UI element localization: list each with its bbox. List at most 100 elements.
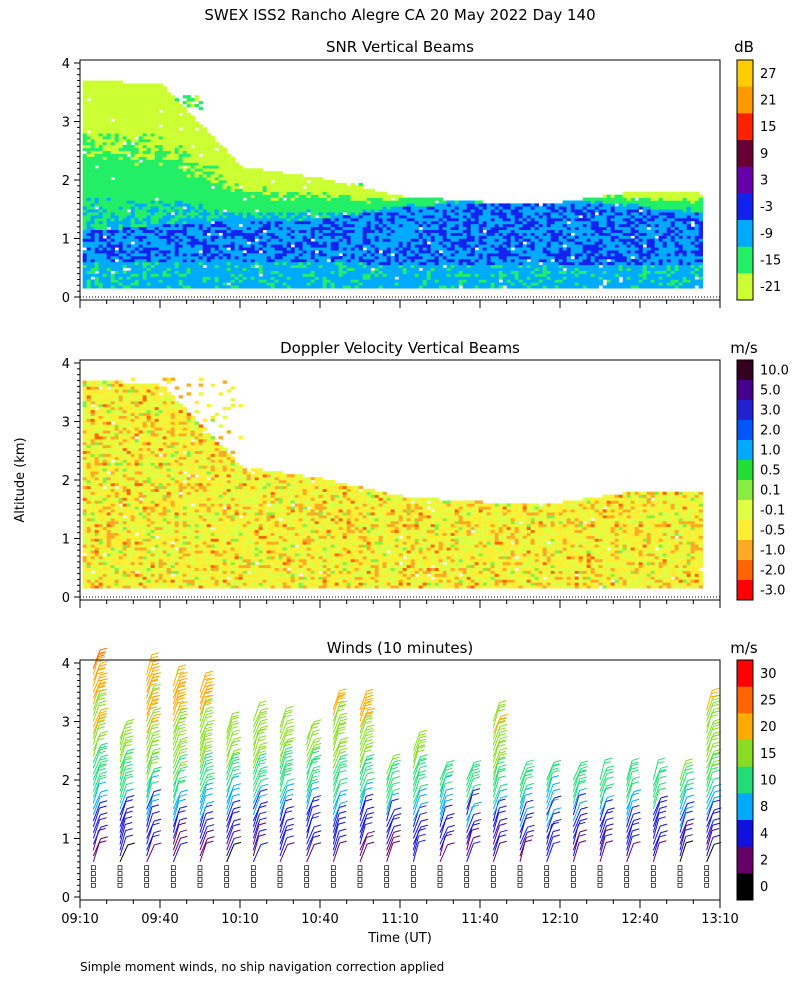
snr-cell (494, 247, 499, 251)
snr-cell (334, 212, 339, 216)
snr-cell (378, 261, 383, 266)
snr-cell (150, 273, 155, 277)
snr-cell (210, 276, 215, 280)
snr-cell (106, 174, 111, 178)
snr-cell (454, 282, 459, 286)
snr-cell (230, 156, 235, 160)
snr-cell (170, 232, 175, 236)
snr-cell (138, 133, 143, 137)
snr-cell (194, 244, 199, 248)
snr-cell (354, 220, 359, 225)
snr-cell (430, 256, 435, 260)
snr-cell (146, 115, 151, 119)
snr-cell (246, 226, 251, 231)
snr-cell (130, 101, 135, 105)
snr-cell (378, 200, 383, 204)
snr-cell (138, 194, 143, 198)
snr-cell (282, 264, 287, 269)
snr-cell (190, 130, 195, 134)
snr-cell (310, 191, 315, 195)
snr-cell (178, 182, 183, 187)
snr-cell (202, 171, 207, 175)
snr-cell (446, 238, 451, 242)
snr-cell (266, 279, 271, 283)
snr-cell (302, 267, 307, 271)
snr-cell (194, 223, 199, 228)
snr-cell (142, 83, 147, 87)
snr-cell (502, 223, 507, 228)
snr-cell (370, 270, 375, 274)
snr-cell (270, 238, 275, 242)
snr-cell (122, 156, 127, 160)
snr-cell (206, 253, 211, 257)
snr-cell (242, 241, 247, 245)
snr-cell (94, 162, 99, 166)
snr-cell (182, 220, 187, 225)
snr-cell (162, 191, 167, 195)
snr-cell (510, 241, 515, 245)
snr-cell (366, 264, 371, 269)
snr-cell (214, 244, 219, 248)
snr-cell (210, 206, 215, 210)
snr-cell (178, 159, 183, 163)
snr-cell (526, 270, 531, 274)
snr-cell (138, 98, 143, 102)
snr-cell (514, 247, 519, 251)
snr-cell (278, 191, 283, 195)
snr-cell (122, 124, 127, 128)
snr-cell (82, 133, 87, 137)
snr-cell (86, 226, 91, 231)
snr-cell (462, 258, 467, 263)
snr-cell (154, 223, 159, 228)
snr-cell (398, 220, 403, 225)
snr-cell (150, 180, 155, 184)
snr-cell (462, 244, 467, 248)
snr-cell (518, 212, 523, 216)
snr-cell (366, 276, 371, 280)
snr-cell (170, 171, 175, 175)
snr-cell (258, 232, 263, 236)
snr-cell (302, 203, 307, 207)
snr-cell (366, 282, 371, 286)
snr-cell (210, 165, 215, 169)
snr-cell (126, 270, 131, 274)
snr-cell (394, 238, 399, 242)
snr-cell (146, 194, 151, 198)
snr-cell (218, 241, 223, 245)
snr-cell (462, 209, 467, 213)
snr-cell (154, 261, 159, 266)
snr-cell (194, 147, 199, 152)
snr-cell (158, 212, 163, 216)
snr-cell (170, 162, 175, 166)
snr-cell (414, 212, 419, 216)
snr-cell (150, 276, 155, 280)
snr-cell (434, 238, 439, 242)
snr-cell (298, 203, 303, 207)
snr-cell (438, 218, 443, 222)
snr-cell (322, 282, 327, 286)
snr-cell (90, 203, 95, 207)
snr-cell (118, 282, 123, 286)
snr-cell (158, 156, 163, 160)
snr-cell (98, 220, 103, 225)
snr-cell (394, 212, 399, 216)
snr-cell (94, 127, 99, 131)
snr-cell (202, 168, 207, 172)
snr-cell (314, 232, 319, 236)
snr-cell (302, 247, 307, 251)
snr-cell (122, 83, 127, 87)
snr-cell (318, 215, 323, 219)
snr-cell (350, 250, 355, 254)
snr-cell (186, 174, 191, 178)
snr-cell (222, 276, 227, 280)
snr-cell (314, 276, 319, 280)
snr-cell (506, 206, 511, 210)
snr-cell (342, 241, 347, 245)
snr-cell (530, 276, 535, 280)
snr-cell (354, 238, 359, 242)
snr-cell (146, 276, 151, 280)
snr-cell (226, 177, 231, 181)
snr-cell (358, 218, 363, 222)
snr-cell (130, 174, 135, 178)
snr-cell (490, 218, 495, 222)
